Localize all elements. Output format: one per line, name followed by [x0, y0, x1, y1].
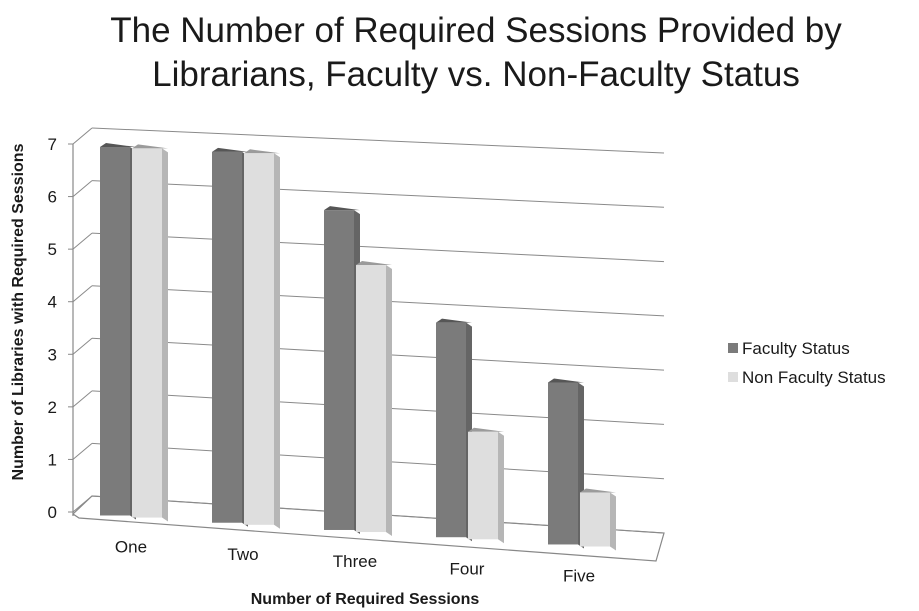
bar — [132, 144, 168, 522]
bar-front-face — [244, 153, 274, 525]
bar-front-face — [548, 382, 578, 545]
bar-top-face — [212, 147, 248, 152]
bar-top-face — [436, 318, 472, 323]
bar-front-face — [468, 431, 498, 540]
gridline — [91, 232, 665, 263]
bar-top-face — [132, 144, 168, 149]
bar — [100, 143, 136, 520]
gridline — [91, 180, 665, 208]
gridline — [91, 127, 665, 154]
bar-front-face — [212, 151, 242, 523]
bar-side-face — [498, 431, 504, 544]
bar — [548, 378, 584, 549]
y-tick-label: 7 — [48, 135, 57, 154]
bar-top-face — [324, 206, 360, 211]
wall-gridline — [72, 180, 93, 197]
bar-top-face — [548, 378, 584, 383]
bar — [468, 427, 504, 544]
legend-swatch — [728, 372, 738, 382]
bar — [212, 147, 248, 527]
bar-side-face — [386, 265, 392, 537]
legend: Faculty Status Non Faculty Status — [728, 339, 886, 387]
x-axis-ticks: One Two Three Four Five — [115, 538, 595, 586]
bar — [580, 488, 616, 551]
wall-gridline — [72, 232, 93, 250]
chart-title-line-2: Librarians, Faculty vs. Non-Faculty Stat… — [152, 55, 800, 94]
bar-top-face — [244, 149, 280, 154]
chart-title: The Number of Required Sessions Provided… — [110, 11, 842, 94]
bar-side-face — [274, 153, 280, 529]
wall-gridline — [72, 337, 93, 355]
y-tick-label: 1 — [48, 450, 57, 469]
y-tick-label: 3 — [48, 345, 57, 364]
bar-top-face — [100, 143, 136, 148]
y-tick-label: 6 — [48, 188, 57, 207]
bar-side-face — [610, 492, 616, 551]
x-axis-title: Number of Required Sessions — [251, 591, 480, 608]
wall-gridline — [72, 390, 93, 408]
bar-top-face — [356, 261, 392, 266]
chart-title-line-1: The Number of Required Sessions Provided… — [110, 11, 842, 50]
bar — [356, 261, 392, 537]
x-tick-label: One — [115, 538, 147, 557]
wall-gridline — [72, 443, 93, 460]
bar-front-face — [324, 210, 354, 530]
bar-front-face — [132, 148, 162, 518]
legend-item: Faculty Status — [728, 339, 850, 358]
bar-front-face — [436, 322, 466, 538]
bar — [436, 318, 472, 542]
bar-front-face — [580, 492, 610, 547]
bar-top-face — [468, 427, 504, 432]
y-axis-ticks: 0 1 2 3 4 5 6 7 — [48, 135, 57, 522]
y-tick-label: 2 — [48, 398, 57, 417]
x-tick-label: Four — [450, 559, 485, 578]
bar-front-face — [100, 147, 130, 516]
bar-front-face — [356, 265, 386, 533]
wall-gridline — [72, 495, 93, 513]
legend-label: Non Faculty Status — [742, 368, 886, 387]
y-tick-label: 5 — [48, 240, 57, 259]
wall-gridline — [72, 127, 93, 145]
legend-item: Non Faculty Status — [728, 368, 886, 387]
wall-gridline — [72, 285, 93, 303]
x-tick-label: Three — [333, 552, 377, 571]
bar — [324, 206, 360, 534]
y-tick-label: 4 — [48, 293, 57, 312]
x-tick-label: Two — [227, 545, 258, 564]
legend-swatch — [728, 343, 738, 353]
bar — [244, 149, 280, 529]
x-tick-label: Five — [563, 567, 595, 586]
y-axis-title: Number of Libraries with Required Sessio… — [10, 143, 27, 480]
bars — [100, 143, 616, 551]
bar-top-face — [580, 488, 616, 493]
bar-side-face — [162, 148, 168, 522]
legend-label: Faculty Status — [742, 339, 850, 358]
y-tick-label: 0 — [48, 503, 57, 522]
